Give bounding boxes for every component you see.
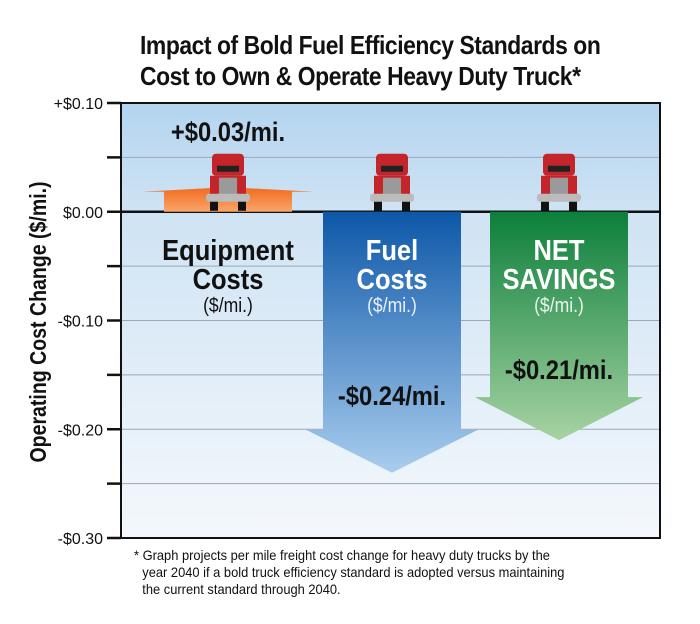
bar-arrow-2 — [475, 211, 643, 441]
footnote: * Graph projects per mile freight cost c… — [134, 547, 631, 598]
title-line-2: Cost to Own & Operate Heavy Duty Truck* — [140, 61, 581, 91]
truck-windshield — [217, 165, 239, 172]
value-label-equipment: +$0.03/mi. — [171, 118, 285, 148]
title-line-1: Impact of Bold Fuel Efficiency Standards… — [140, 30, 601, 60]
footnote-line-1: * Graph projects per mile freight cost c… — [134, 547, 550, 563]
category-label-net-1: NET — [533, 233, 584, 266]
chart-title: Impact of Bold Fuel Efficiency Standards… — [140, 30, 615, 92]
truck-icon — [537, 153, 581, 211]
category-label-equipment-1: Equipment — [162, 233, 294, 266]
y-tick-label: -$0.10 — [58, 314, 103, 331]
truck-wheel — [374, 201, 382, 211]
y-axis-label: Operating Cost Change ($/mi.) — [26, 181, 52, 462]
unit-label-equipment: ($/mi.) — [203, 294, 253, 316]
bar-arrow-1 — [306, 211, 478, 473]
truck-cab — [376, 153, 408, 176]
truck-wheel — [541, 201, 549, 211]
truck-bumper — [370, 193, 414, 202]
truck-wheel — [210, 201, 218, 211]
truck-bumper — [206, 193, 250, 202]
truck-windshield — [548, 165, 570, 172]
truck-cab — [212, 153, 244, 176]
value-label-fuel: -$0.24/mi. — [338, 382, 446, 412]
value-label-net: -$0.21/mi. — [505, 356, 613, 386]
y-tick-label: +$0.10 — [54, 96, 103, 113]
y-tick-label: $0.00 — [63, 205, 103, 222]
category-label-fuel-1: Fuel — [366, 233, 418, 266]
truck-windshield — [381, 165, 403, 172]
y-tick-label: -$0.20 — [58, 422, 103, 439]
truck-cab — [543, 153, 575, 176]
unit-label-fuel: ($/mi.) — [367, 294, 417, 316]
truck-wheel — [569, 201, 577, 211]
truck-icon — [206, 153, 250, 211]
plot-frame — [120, 102, 661, 539]
category-label-fuel-2: Costs — [357, 262, 428, 295]
category-label-net-2: SAVINGS — [503, 262, 616, 295]
unit-label-net: ($/mi.) — [534, 294, 584, 316]
truck-wheel — [402, 201, 410, 211]
truck-icon — [370, 153, 414, 211]
footnote-line-2: year 2040 if a bold truck efficiency sta… — [142, 564, 565, 580]
footnote-line-3: the current standard through 2040. — [142, 581, 341, 597]
truck-bumper — [537, 193, 581, 202]
y-tick-label: -$0.30 — [58, 531, 103, 548]
truck-wheel — [238, 201, 246, 211]
category-label-equipment-2: Costs — [193, 262, 264, 295]
